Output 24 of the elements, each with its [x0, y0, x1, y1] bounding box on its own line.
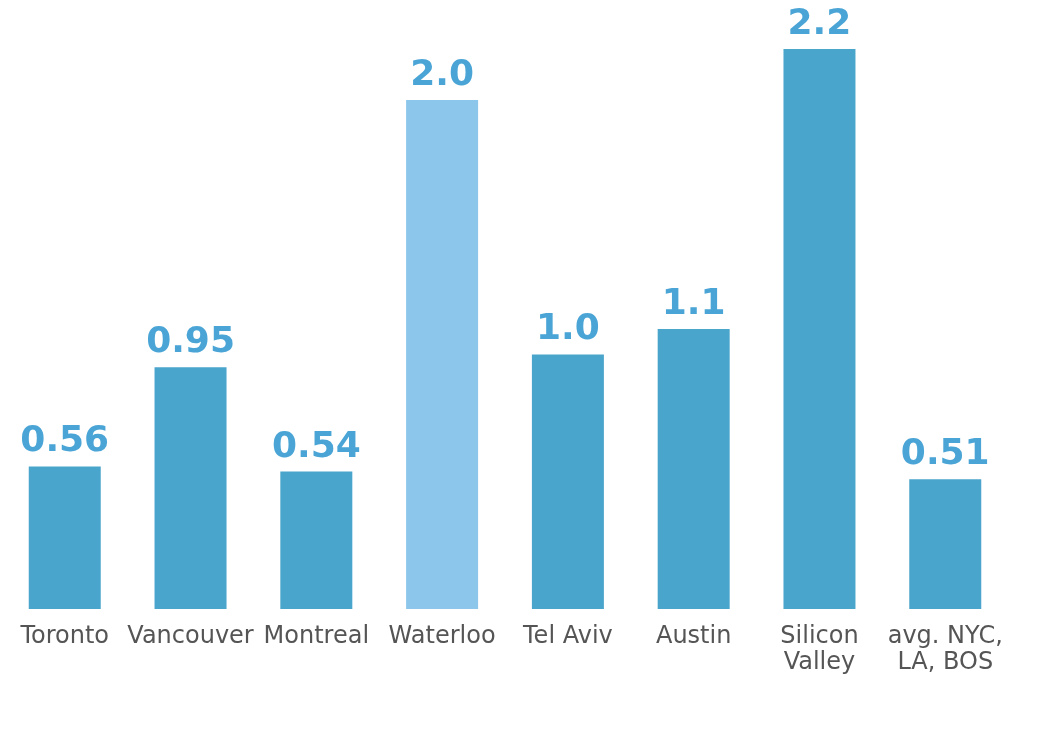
- bar: [909, 479, 982, 609]
- data-label: 1.1: [661, 281, 726, 322]
- data-label: 2.0: [410, 51, 474, 93]
- bar: [531, 354, 604, 609]
- x-tick-label: Toronto: [19, 620, 110, 649]
- x-tick-label: Waterloo: [388, 620, 496, 649]
- x-tick-label: Tel Aviv: [522, 620, 613, 649]
- bar: [154, 367, 227, 609]
- bar: [783, 49, 856, 609]
- x-tick-label: avg. NYC, LA, BOS: [887, 620, 1003, 675]
- data-label: 0.56: [20, 418, 110, 460]
- data-label: 0.51: [900, 431, 990, 473]
- bar: [657, 329, 730, 609]
- x-tick-label: Vancouver: [127, 620, 254, 649]
- data-label: 1.0: [536, 306, 600, 348]
- x-tick-label: Silicon Valley: [780, 620, 859, 675]
- bar: [280, 471, 353, 609]
- x-tick-label: Austin: [655, 620, 732, 649]
- data-label: 0.95: [146, 319, 235, 361]
- x-tick-label: Montreal: [263, 620, 370, 649]
- bar: [28, 466, 101, 609]
- bar: [406, 99, 479, 609]
- data-label: 2.2: [787, 1, 852, 42]
- data-label: 0.54: [271, 423, 361, 465]
